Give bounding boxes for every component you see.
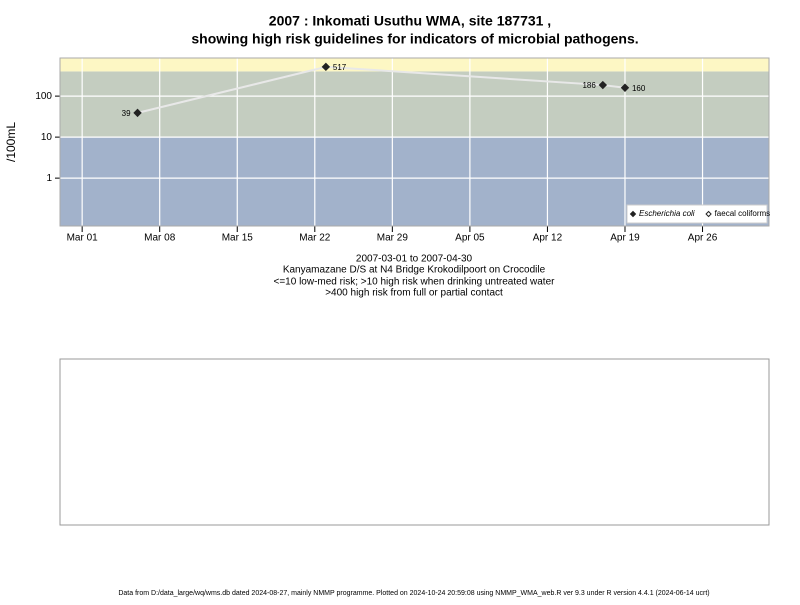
chart-subtitle: showing high risk guidelines for indicat… <box>191 31 638 47</box>
note: >400 high risk from full or partial cont… <box>325 288 503 299</box>
note: <=10 low-med risk; >10 high risk when dr… <box>274 277 556 288</box>
legend-label: faecal coliforms <box>715 209 771 218</box>
y-tick-label: 10 <box>41 132 53 143</box>
data-point <box>321 62 331 72</box>
legend-box <box>626 204 768 224</box>
x-tick-label: Apr 05 <box>455 233 485 244</box>
x-tick-label: Mar 08 <box>144 233 176 244</box>
series-line <box>137 65 626 114</box>
x-tick-label: Apr 12 <box>533 233 563 244</box>
plot-frame <box>59 57 770 227</box>
data-point <box>620 83 630 92</box>
empty-panel <box>59 358 770 526</box>
y-axis-label: /100mL <box>4 122 18 162</box>
data-label: 39 <box>122 109 131 118</box>
legend-marker <box>629 210 637 218</box>
footer: Data from D:/data_large/wq/wms.db dated … <box>118 590 709 597</box>
data-point <box>133 108 142 118</box>
chart-title: 2007 : Inkomati Usuthu WMA, site 187731 … <box>269 13 551 29</box>
x-axis-label: 2007-03-01 to 2007-04-30 <box>356 254 473 265</box>
x-tick-label: Mar 15 <box>222 233 254 244</box>
y-tick-label: 1 <box>46 173 52 184</box>
data-point <box>598 80 608 90</box>
risk-band <box>60 71 769 138</box>
data-label: 186 <box>582 81 596 90</box>
x-tick-label: Apr 19 <box>610 233 640 244</box>
risk-band <box>60 58 769 72</box>
x-tick-label: Mar 29 <box>377 233 409 244</box>
note: Kanyamazane D/S at N4 Bridge Krokodilpoo… <box>283 265 546 276</box>
x-tick-label: Mar 01 <box>67 233 99 244</box>
legend-marker <box>705 210 712 218</box>
data-label: 517 <box>333 63 347 72</box>
x-tick-label: Mar 22 <box>299 233 331 244</box>
data-label: 160 <box>632 84 646 93</box>
x-tick-label: Apr 26 <box>688 233 718 244</box>
legend-label: Escherichia coli <box>639 209 695 218</box>
y-tick-label: 100 <box>35 91 52 102</box>
